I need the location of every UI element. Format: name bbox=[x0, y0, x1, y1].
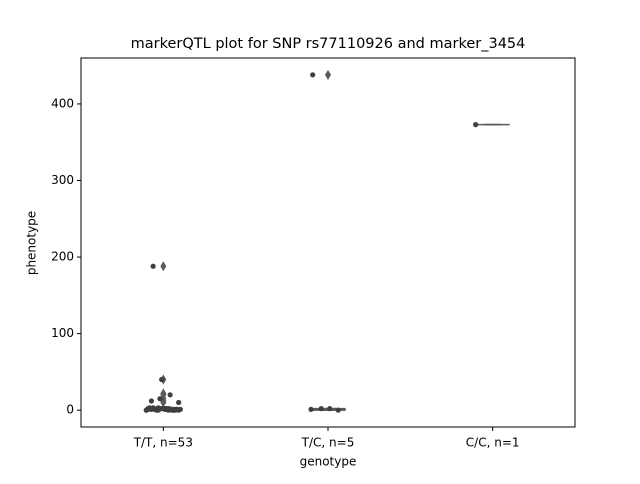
x-tick-label: T/C, n=5 bbox=[301, 436, 355, 450]
point bbox=[473, 122, 479, 128]
point bbox=[327, 406, 333, 412]
point bbox=[176, 399, 182, 406]
point bbox=[157, 396, 163, 402]
x-axis-label: genotype bbox=[300, 455, 357, 469]
point bbox=[148, 398, 155, 404]
flier bbox=[160, 388, 167, 399]
point bbox=[335, 407, 341, 413]
point bbox=[318, 406, 324, 412]
plot-area bbox=[80, 57, 576, 428]
y-tick-label: 100 bbox=[51, 326, 74, 340]
chart-title: markerQTL plot for SNP rs77110926 and ma… bbox=[131, 36, 526, 52]
y-axis-label: phenotype bbox=[25, 211, 39, 275]
y-tick-label: 0 bbox=[66, 403, 74, 417]
flier bbox=[325, 69, 331, 80]
point bbox=[155, 407, 161, 413]
point bbox=[310, 72, 316, 78]
point bbox=[167, 392, 173, 398]
point bbox=[165, 406, 172, 412]
point bbox=[308, 406, 314, 412]
y-tick-label: 300 bbox=[51, 173, 74, 187]
x-tick-label: C/C, n=1 bbox=[466, 436, 520, 450]
point bbox=[174, 406, 180, 412]
y-tick-label: 400 bbox=[51, 96, 74, 110]
point bbox=[159, 376, 165, 383]
flier bbox=[160, 261, 167, 272]
y-tick-label: 200 bbox=[51, 250, 74, 264]
x-tick-label: T/T, n=53 bbox=[133, 436, 193, 450]
point bbox=[147, 405, 153, 411]
point bbox=[150, 263, 156, 269]
